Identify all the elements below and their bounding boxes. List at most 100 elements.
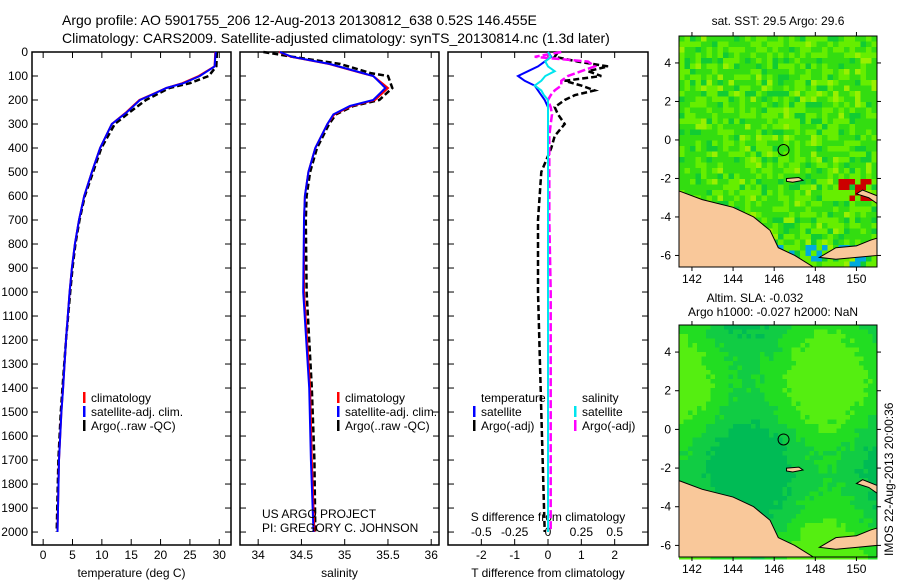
x-tick-label: 146 <box>764 272 784 286</box>
map-cell <box>717 52 724 59</box>
map-cell <box>827 124 834 130</box>
map-cell <box>751 487 756 492</box>
map-cell <box>849 96 856 103</box>
map-cell <box>767 162 773 169</box>
map-cell <box>849 113 856 119</box>
map-cell <box>800 52 806 59</box>
map-cell <box>850 550 855 555</box>
map-cell <box>863 392 869 398</box>
map-cell <box>863 410 869 416</box>
map-cell <box>761 168 768 174</box>
map-cell <box>863 370 869 375</box>
map-cell <box>805 500 810 506</box>
map-cell <box>827 532 833 537</box>
map-cell <box>838 80 845 86</box>
map-cell <box>855 58 861 64</box>
map-cell <box>706 392 711 398</box>
map-cell <box>791 334 797 339</box>
map-cell <box>739 80 746 86</box>
map-cell <box>778 374 783 380</box>
map-cell <box>860 228 867 235</box>
map-cell <box>773 473 779 479</box>
map-cell <box>715 388 720 393</box>
map-cell <box>811 69 817 75</box>
map-cell <box>800 460 806 465</box>
map-cell <box>782 338 788 344</box>
map-cell <box>791 523 797 528</box>
map-cell <box>827 234 834 240</box>
map-cell <box>800 140 806 147</box>
map-cell <box>710 361 716 366</box>
legend-item-label: satellite-adj. clim. <box>91 405 183 419</box>
map-cell <box>733 325 738 330</box>
map-cell <box>756 69 762 75</box>
map-cell <box>845 383 851 389</box>
map-cell <box>827 212 834 218</box>
map-cell <box>791 451 797 456</box>
map-cell <box>767 69 773 75</box>
map-cell <box>871 184 878 191</box>
map-cell <box>715 415 720 420</box>
map-cell <box>679 157 685 163</box>
map-cell <box>706 406 711 411</box>
map-cell <box>850 460 855 465</box>
map-cell <box>827 190 834 196</box>
map-cell <box>710 442 716 447</box>
map-cell <box>789 41 795 48</box>
map-cell <box>832 487 837 492</box>
map-cell <box>789 80 795 86</box>
map-cell <box>827 47 834 53</box>
map-cell <box>688 464 693 470</box>
map-cell <box>832 433 837 438</box>
map-cell <box>772 234 779 240</box>
map-cell <box>783 245 790 251</box>
map-cell <box>688 379 693 384</box>
x-tick-label: 142 <box>682 272 702 286</box>
map-cell <box>844 135 850 141</box>
map-cell <box>772 85 779 92</box>
y-tick-label: 0 <box>664 422 671 436</box>
map-cell <box>712 168 718 174</box>
map-cell <box>794 47 801 53</box>
map-cell <box>832 496 837 501</box>
map-cell <box>841 406 846 411</box>
map-cell <box>769 469 774 474</box>
map-cell <box>827 96 834 103</box>
map-cell <box>809 532 815 537</box>
map-cell <box>728 437 734 443</box>
map-cell <box>692 383 698 389</box>
map-cell <box>800 343 806 348</box>
map-cell <box>796 496 801 501</box>
map-cell <box>719 437 725 443</box>
map-cell <box>794 41 801 48</box>
map-cell <box>728 464 734 470</box>
map-cell <box>751 455 756 461</box>
map-cell <box>684 146 691 152</box>
map-cell <box>733 406 738 411</box>
map-cell <box>692 424 698 429</box>
map-cell <box>845 500 851 506</box>
map-cell <box>827 505 833 510</box>
map-cell <box>772 206 779 213</box>
map-cell <box>805 69 812 75</box>
map-cell <box>794 217 801 224</box>
map-cell <box>684 168 691 174</box>
map-cell <box>724 338 729 344</box>
map-cell <box>756 63 762 70</box>
map-cell <box>772 129 779 136</box>
map-cell <box>871 157 878 163</box>
map-cell <box>838 190 845 196</box>
map-cell <box>849 217 856 224</box>
map-cell <box>809 343 815 348</box>
map-cell <box>778 455 783 461</box>
map-cell <box>827 91 834 97</box>
map-cell <box>836 491 842 497</box>
map-cell <box>794 140 801 147</box>
map-cell <box>860 118 867 125</box>
map-cell <box>742 424 747 429</box>
map-cell <box>773 464 779 470</box>
map-cell <box>805 325 810 330</box>
map-cell <box>841 401 846 407</box>
map-cell <box>746 343 752 348</box>
map-cell <box>719 352 725 357</box>
